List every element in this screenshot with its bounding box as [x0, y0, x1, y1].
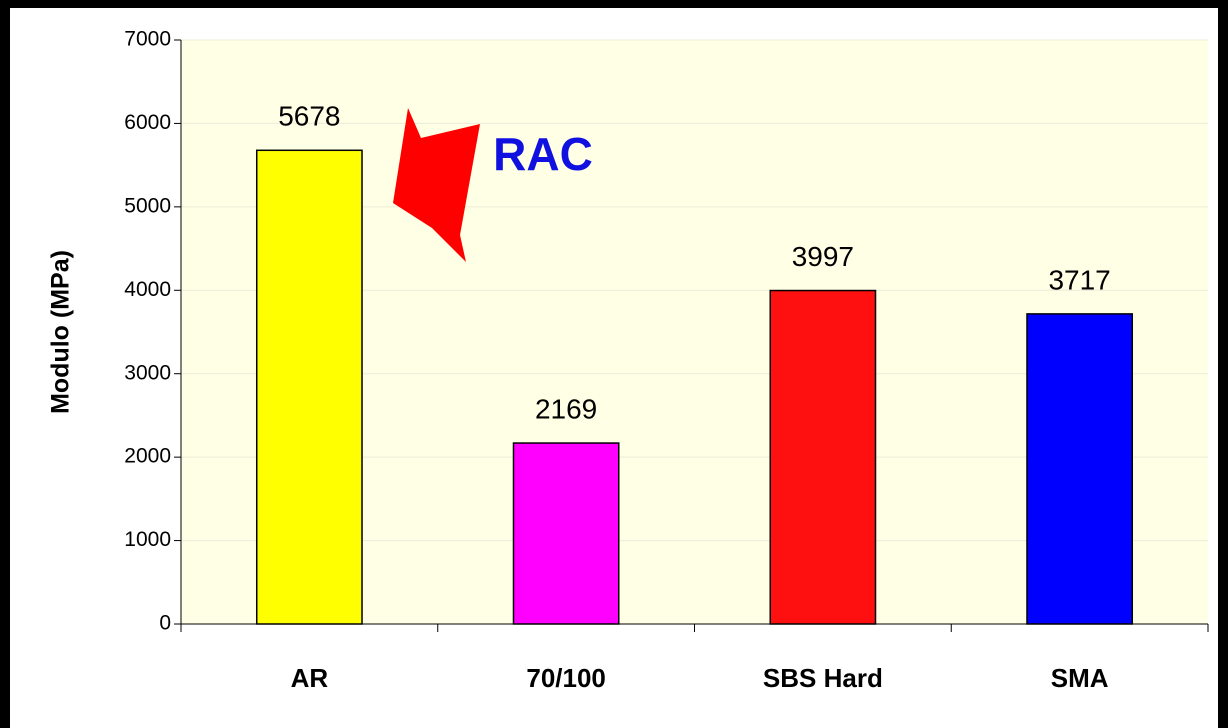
y-tick-label: 3000	[124, 361, 171, 384]
y-tick-label: 2000	[124, 445, 171, 468]
y-tick-label: 6000	[124, 111, 171, 134]
y-tick-label: 4000	[124, 278, 171, 301]
plot: 0 1000 2000 3000 4000 5000 6000 7000 AR 5678 70/10…	[124, 28, 1209, 693]
value-label: 2169	[535, 393, 597, 424]
y-axis-label: Modulo (MPa)	[47, 250, 75, 414]
value-label: 3997	[792, 241, 854, 272]
bar	[1026, 313, 1134, 625]
y-tick-label: 7000	[124, 28, 171, 51]
x-tick-label: SMA	[1051, 663, 1109, 693]
x-tick-label: 70/100	[526, 663, 606, 693]
x-tick-label: SBS Hard	[763, 663, 883, 693]
bar	[255, 149, 363, 625]
bar	[512, 442, 620, 625]
y-tick-label: 5000	[124, 194, 171, 217]
value-label: 5678	[278, 101, 340, 132]
x-tick-label: AR	[291, 663, 329, 693]
y-tick-label: 0	[159, 612, 171, 635]
arrow	[393, 108, 480, 262]
y-tick-label: 1000	[124, 528, 171, 551]
bar	[769, 289, 877, 625]
value-label: 3717	[1048, 264, 1110, 295]
annotation: RAC	[493, 128, 593, 180]
